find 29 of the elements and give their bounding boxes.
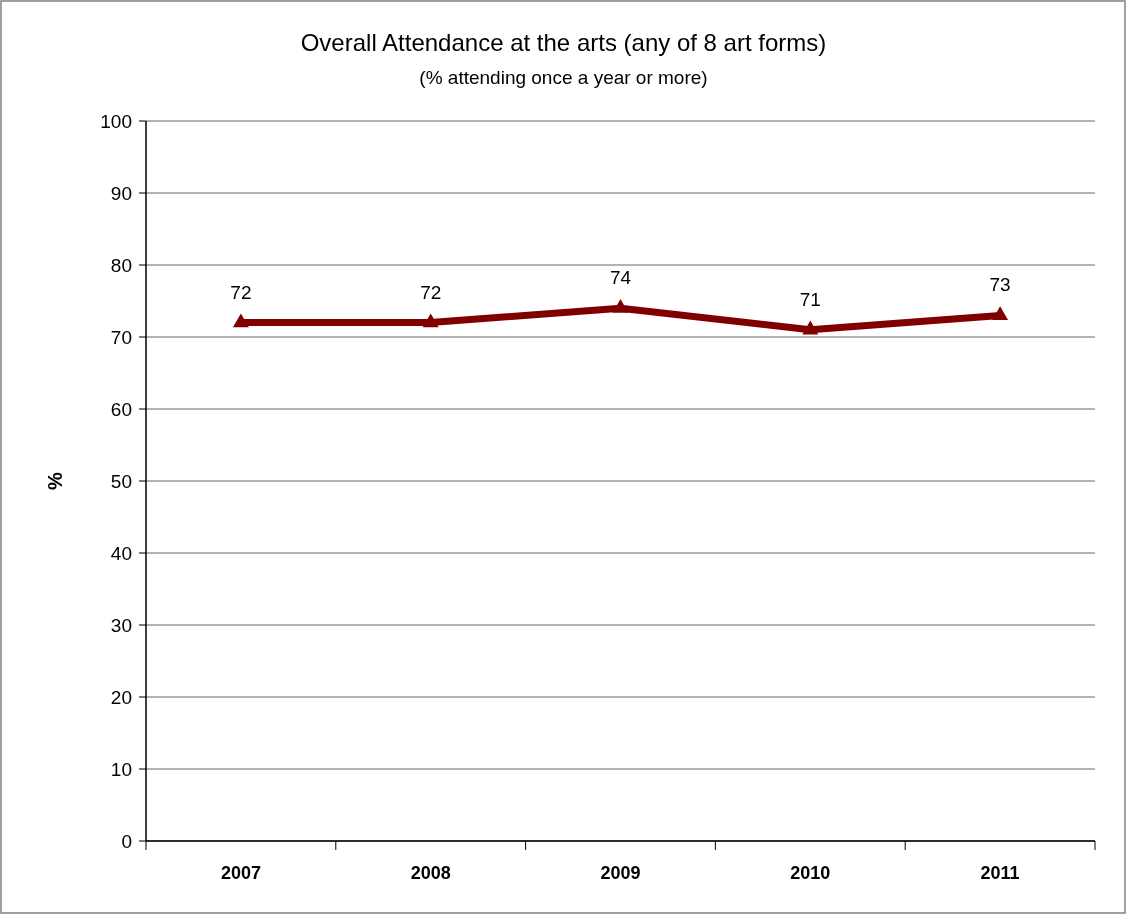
x-tick-label: 2009 [600, 863, 641, 883]
x-tick-label: 2007 [220, 863, 261, 883]
point [612, 299, 629, 313]
data-label: 74 [609, 267, 632, 289]
data-label: 72 [420, 281, 442, 303]
y-tick-label: 40 [110, 542, 132, 564]
data-label: 73 [989, 274, 1011, 296]
y-tick-label: 70 [110, 326, 132, 348]
data-label: 71 [799, 288, 821, 310]
y-tick-label: 30 [110, 614, 132, 636]
y-tick-label: 20 [110, 686, 132, 708]
point [992, 306, 1009, 320]
chart-subtitle: (% attending once a year or more) [419, 67, 708, 88]
y-tick-label: 60 [110, 398, 132, 420]
point [422, 313, 439, 328]
point [802, 320, 819, 335]
x-tick-label: 2011 [980, 863, 1020, 883]
chart-title: Overall Attendance at the arts (any of 8 art forms) [300, 29, 827, 56]
y-tick-label: 100 [100, 110, 132, 132]
y-tick-label: 90 [110, 182, 132, 204]
data-label: 72 [230, 281, 252, 303]
y-tick-label: 0 [121, 830, 132, 852]
point [232, 313, 249, 328]
x-tick-label: 2010 [790, 863, 831, 883]
y-axis-title: % [44, 471, 66, 490]
y-tick-label: 50 [110, 470, 132, 492]
y-tick-label: 80 [110, 254, 132, 276]
y-tick-label: 10 [110, 758, 132, 780]
x-tick-label: 2008 [410, 863, 451, 883]
